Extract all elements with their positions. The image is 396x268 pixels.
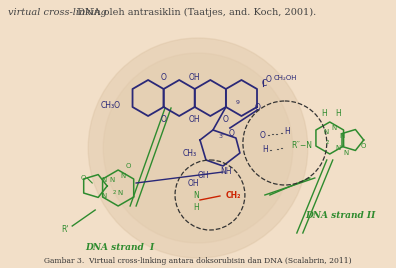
Text: N: N — [323, 129, 328, 135]
Text: 3': 3' — [218, 133, 224, 139]
Text: OH: OH — [187, 178, 199, 188]
Text: C: C — [261, 80, 267, 88]
Text: H: H — [335, 110, 341, 118]
Text: O: O — [161, 73, 167, 81]
Text: DNA strand  I: DNA strand I — [85, 244, 154, 252]
Text: CH₃: CH₃ — [183, 148, 197, 158]
Text: N: N — [335, 145, 341, 151]
Text: virtual cross-linking: virtual cross-linking — [8, 8, 107, 17]
Text: H: H — [321, 110, 327, 118]
Circle shape — [103, 53, 293, 243]
Text: O: O — [161, 114, 167, 124]
Text: O: O — [126, 163, 131, 169]
Text: OH: OH — [189, 114, 201, 124]
Text: NH: NH — [220, 168, 232, 177]
Text: 9: 9 — [236, 100, 240, 106]
Text: H: H — [193, 203, 199, 211]
Text: OH: OH — [197, 172, 209, 181]
Text: 2: 2 — [112, 191, 116, 195]
Circle shape — [88, 38, 308, 258]
Text: N: N — [339, 133, 345, 139]
Text: O: O — [255, 103, 260, 113]
Text: CH₂: CH₂ — [226, 191, 242, 199]
Text: DNA oleh antrasiklin (Taatjes, and. Koch, 2001).: DNA oleh antrasiklin (Taatjes, and. Koch… — [74, 8, 316, 17]
Text: N: N — [110, 177, 115, 183]
Text: O: O — [223, 114, 229, 124]
Text: O: O — [361, 143, 366, 149]
Text: 2: 2 — [326, 140, 329, 146]
Text: N: N — [331, 125, 336, 131]
Text: O: O — [80, 175, 86, 181]
Text: O: O — [260, 131, 266, 140]
Text: N: N — [101, 193, 107, 199]
Text: O: O — [265, 75, 271, 84]
Text: CH₃O: CH₃O — [100, 102, 120, 110]
Text: N: N — [101, 177, 107, 183]
Text: H: H — [262, 146, 268, 154]
Text: N: N — [343, 150, 348, 156]
Text: CH₂OH: CH₂OH — [273, 75, 297, 81]
Text: R': R' — [61, 225, 69, 234]
Text: O: O — [229, 129, 235, 139]
Text: DNA strand II: DNA strand II — [305, 210, 375, 219]
Text: N: N — [120, 173, 126, 179]
Text: OH: OH — [189, 73, 201, 81]
Text: R′′−N: R′′−N — [291, 142, 312, 151]
Text: H: H — [284, 128, 290, 136]
Text: N: N — [118, 190, 123, 196]
Text: N: N — [193, 192, 199, 200]
Text: Gambar 3.  Virtual cross-linking antara doksorubisin dan DNA (Scalabrin, 2011): Gambar 3. Virtual cross-linking antara d… — [44, 257, 352, 265]
